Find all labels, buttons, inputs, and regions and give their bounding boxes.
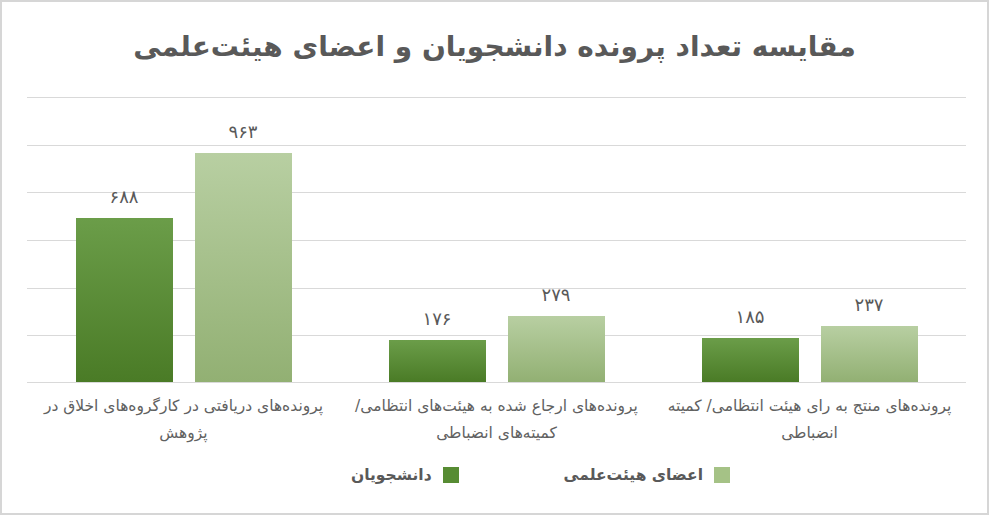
gridline (27, 97, 966, 98)
category-label-line: پرونده‌های منتج به رای هیئت انتظامی/ کمی… (645, 393, 975, 420)
bar-faculty-1 (508, 316, 605, 382)
bar-students-2 (702, 338, 799, 382)
legend-item-students: دانشجویان (351, 466, 459, 484)
bar-faculty-0 (195, 153, 292, 383)
bar-faculty-2 (821, 326, 918, 382)
legend-item-faculty: اعضای هیئت‌علمی (564, 466, 730, 484)
bar-students-1 (389, 340, 486, 382)
category-label-line: پژوهش (19, 420, 349, 447)
plot-area: ۶۸۸ ۹۶۳ ۱۷۶۲۷۹ ۱۸۵۲۳۷ (27, 97, 966, 383)
legend: دانشجویان اعضای هیئت‌علمی (48, 466, 989, 484)
value-label-students-2: ۱۸۵ (692, 306, 809, 327)
category-label-1: پرونده‌های ارجاع شده به هیئت‌های انتظامی… (332, 393, 662, 447)
chart-title: مقایسه تعداد پرونده دانشجویان و اعضای هی… (2, 30, 987, 63)
category-label-line: پرونده‌های ارجاع شده به هیئت‌های انتظامی… (332, 393, 662, 420)
value-label-students-1: ۱۷۶ (379, 308, 496, 329)
legend-label-faculty: اعضای هیئت‌علمی (564, 466, 703, 484)
category-label-line: کمیته‌های انضباطی (332, 420, 662, 447)
category-label-2: پرونده‌های منتج به رای هیئت انتظامی/ کمی… (645, 393, 975, 447)
x-axis-labels: پرونده‌های دریافتی در کارگروه‌های اخلاق … (27, 393, 966, 455)
value-label-students-0: ۶۸۸ (66, 186, 183, 207)
legend-swatch-students (443, 467, 459, 483)
bar-students-0 (76, 218, 173, 382)
value-label-faculty-0: ۹۶۳ (185, 121, 302, 142)
bar-chart: مقایسه تعداد پرونده دانشجویان و اعضای هی… (0, 0, 989, 515)
value-label-faculty-1: ۲۷۹ (498, 284, 615, 305)
legend-label-students: دانشجویان (351, 466, 432, 484)
category-label-0: پرونده‌های دریافتی در کارگروه‌های اخلاق … (19, 393, 349, 447)
legend-swatch-faculty (714, 467, 730, 483)
value-label-faculty-2: ۲۳۷ (811, 294, 928, 315)
category-label-line: پرونده‌های دریافتی در کارگروه‌های اخلاق … (19, 393, 349, 420)
category-label-line: انضباطی (645, 420, 975, 447)
gridline (27, 145, 966, 146)
